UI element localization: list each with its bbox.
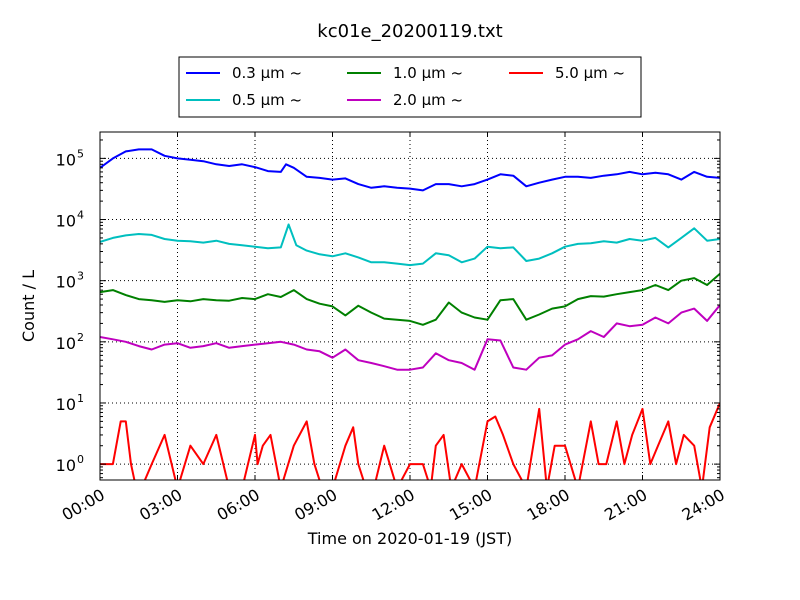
x-tick-label: 24:00 [679,485,728,525]
x-tick-label: 00:00 [59,485,108,525]
y-tick-exponent: 1 [77,392,84,405]
legend-label: 0.3 µm ~ [232,64,302,82]
x-tick-label: 06:00 [214,485,263,525]
series-line-4 [100,402,720,480]
legend-label: 1.0 µm ~ [393,64,463,82]
y-tick-exponent: 0 [77,453,84,466]
x-tick-label: 18:00 [524,485,573,525]
legend-label: 0.5 µm ~ [232,91,302,109]
y-tick-label: 10 [56,212,76,231]
chart-title: kc01e_20200119.txt [317,21,502,42]
series-lines [100,148,720,480]
series-line-0 [100,148,720,192]
x-tick-label: 09:00 [291,485,340,525]
x-tick-label: 21:00 [601,485,650,525]
x-axis-label: Time on 2020-01-19 (JST) [307,529,512,548]
y-tick-exponent: 3 [77,270,84,283]
x-tick-label: 12:00 [369,485,418,525]
series-line-3 [100,304,720,371]
y-tick-label: 10 [56,334,76,353]
x-axis: 00:00 03:00 06:00 09:00 12:00 15:00 18:00 21:00… [59,132,728,525]
y-tick-label: 10 [56,150,76,169]
y-tick-label: 10 [56,395,76,414]
y-tick-exponent: 2 [77,331,84,344]
y-tick-exponent: 4 [77,209,84,222]
legend: 0.3 µm ~ 1.0 µm ~ 5.0 µm ~ 0.5 µm ~ 2.0 µm ~ [178,56,642,118]
grid [99,132,721,480]
y-axis-label: Count / L [19,270,38,342]
y-tick-label: 10 [56,456,76,475]
legend-box [178,56,642,118]
x-tick-label: 03:00 [136,485,185,525]
series-line-1 [100,223,720,267]
legend-label: 5.0 µm ~ [555,64,625,82]
x-tick-label: 15:00 [446,485,495,525]
y-tick-label: 10 [56,273,76,292]
legend-label: 2.0 µm ~ [393,91,463,109]
series-line-2 [100,272,720,326]
y-tick-exponent: 5 [77,147,84,160]
